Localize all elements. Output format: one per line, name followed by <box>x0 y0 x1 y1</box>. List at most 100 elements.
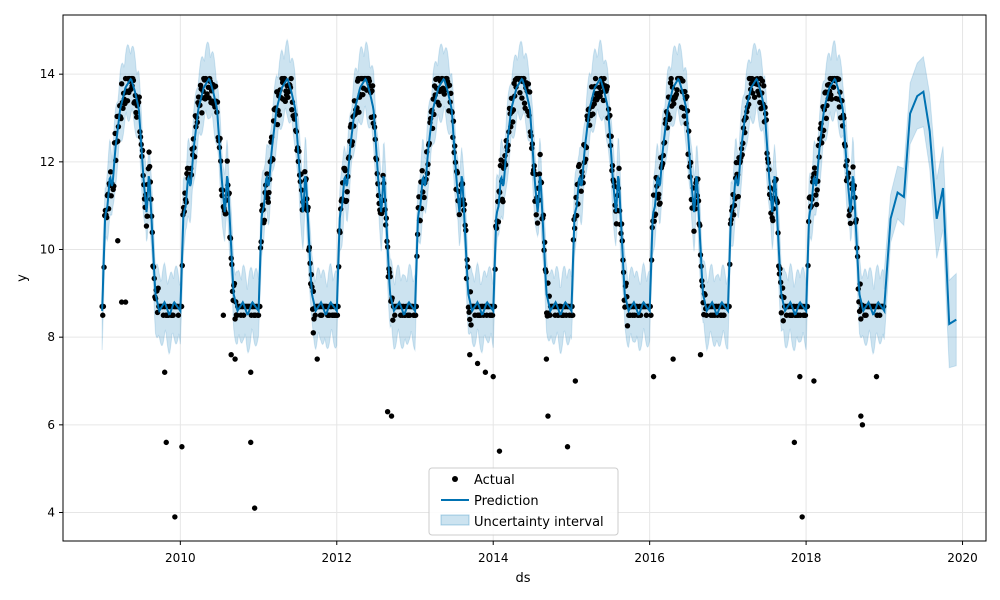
actual-point <box>199 110 205 116</box>
y-tick-label: 4 <box>47 506 55 520</box>
actual-point <box>251 505 258 511</box>
actual-point <box>691 228 697 234</box>
actual-point <box>667 80 674 86</box>
y-tick-label: 8 <box>47 330 55 344</box>
actual-point <box>133 114 140 120</box>
actual-point <box>751 94 758 100</box>
actual-point <box>369 83 376 89</box>
actual-point <box>657 200 663 206</box>
actual-point <box>146 163 153 170</box>
legend-prediction-label: Prediction <box>474 494 539 509</box>
x-tick-label: 2020 <box>947 551 978 565</box>
actual-point <box>847 220 854 226</box>
actual-point <box>456 211 463 218</box>
actual-point <box>224 158 230 164</box>
actual-point <box>600 97 607 104</box>
actual-point <box>310 330 317 336</box>
legend-interval-label: Uncertainty interval <box>474 515 604 530</box>
x-axis-ticks: 2010 2012 2014 2016 2018 2020 <box>165 541 978 565</box>
y-tick-label: 10 <box>40 243 55 257</box>
actual-point <box>276 112 283 118</box>
actual-point <box>107 169 114 175</box>
actual-point <box>356 109 362 115</box>
actual-point <box>266 189 272 196</box>
actual-point <box>814 187 820 193</box>
actual-point <box>388 413 395 419</box>
actual-point <box>144 213 150 219</box>
actual-point <box>108 193 114 199</box>
actual-point <box>384 408 391 415</box>
y-axis-label: y <box>15 274 30 282</box>
actual-point <box>592 75 599 82</box>
actual-point <box>674 87 680 93</box>
actual-point <box>591 101 597 107</box>
actual-point <box>264 195 271 201</box>
actual-point <box>811 378 817 384</box>
actual-point <box>115 238 121 244</box>
x-tick-label: 2014 <box>478 551 509 565</box>
actual-point <box>489 312 496 318</box>
x-tick-label: 2018 <box>791 551 822 565</box>
actual-point <box>314 356 320 362</box>
actual-point <box>761 83 767 89</box>
actual-point <box>697 352 704 358</box>
actual-point <box>467 316 473 323</box>
actual-point <box>342 167 348 174</box>
actual-point <box>136 94 142 100</box>
actual-point <box>572 378 579 384</box>
actual-point <box>668 75 674 82</box>
actual-point <box>813 192 819 198</box>
actual-point <box>770 217 776 224</box>
actual-point <box>175 312 182 318</box>
actual-point <box>873 373 880 380</box>
actual-point <box>255 312 262 318</box>
actual-point <box>576 161 582 168</box>
actual-point <box>282 98 288 105</box>
actual-point <box>220 312 227 318</box>
actual-point <box>261 217 268 223</box>
actual-point <box>285 88 292 95</box>
actual-point <box>360 91 366 98</box>
actual-point <box>836 104 843 110</box>
actual-point <box>545 413 551 419</box>
actual-points <box>99 75 887 520</box>
actual-point <box>547 312 553 318</box>
actual-point <box>543 356 550 362</box>
actual-point <box>680 78 686 84</box>
actual-point <box>616 165 622 172</box>
actual-point <box>100 312 106 318</box>
actual-point <box>212 83 219 89</box>
actual-point <box>570 312 576 318</box>
actual-point <box>537 151 543 158</box>
actual-point <box>519 95 525 101</box>
actual-point <box>684 93 690 100</box>
actual-point <box>496 448 503 454</box>
actual-point <box>648 312 654 318</box>
actual-point <box>248 439 254 446</box>
actual-point <box>133 109 139 116</box>
actual-point <box>500 198 506 205</box>
actual-point <box>859 422 866 428</box>
actual-point <box>564 444 571 450</box>
actual-point <box>179 444 185 450</box>
actual-point <box>534 220 541 226</box>
actual-point <box>521 100 528 106</box>
prediction-path <box>101 77 957 326</box>
actual-point <box>673 91 680 97</box>
actual-point <box>863 312 869 318</box>
actual-point <box>604 83 610 90</box>
actual-point <box>466 309 472 315</box>
actual-point <box>343 197 350 204</box>
actual-point <box>667 115 673 121</box>
actual-point <box>285 94 291 101</box>
actual-point <box>232 356 238 362</box>
actual-point <box>830 84 837 90</box>
actual-point <box>721 312 727 318</box>
actual-point <box>797 373 803 380</box>
actual-point <box>407 312 413 318</box>
actual-point <box>590 111 596 117</box>
actual-point <box>366 78 373 84</box>
actual-point <box>670 356 676 362</box>
legend-box <box>428 467 619 536</box>
actual-point <box>490 373 496 380</box>
